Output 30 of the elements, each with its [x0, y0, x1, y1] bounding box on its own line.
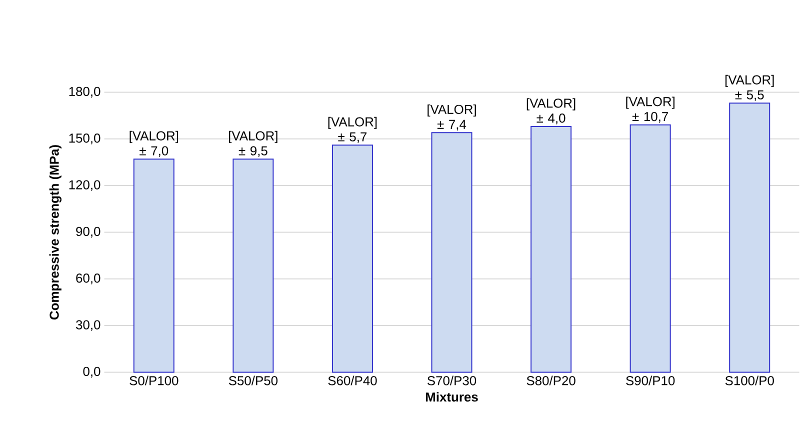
x-tick-label: S80/P20 — [526, 376, 576, 386]
y-tick-label: 180,0 — [69, 86, 100, 98]
y-tick-label: 120,0 — [69, 180, 100, 191]
annotation: [VALOR] ± 9,5 — [229, 130, 278, 157]
bar — [232, 158, 274, 373]
y-tick-label: 30,0 — [76, 320, 100, 331]
x-tick-label: S60/P40 — [328, 376, 377, 386]
y-tick-label: 0,0 — [83, 366, 100, 378]
bar — [530, 126, 572, 373]
x-tick-label: S100/P0 — [725, 376, 774, 386]
annotation: [VALOR] ± 10,7 — [626, 96, 674, 123]
bar — [729, 102, 770, 373]
x-tick-label: S50/P50 — [228, 376, 278, 386]
annotation: [VALOR] ± 5,7 — [328, 116, 377, 143]
y-axis-title: Compressive strength (MPa) — [49, 145, 62, 320]
x-tick-label: S70/P30 — [428, 376, 476, 386]
annotation: [VALOR] ± 5,5 — [725, 74, 774, 101]
annotation: [VALOR] ± 4,0 — [526, 98, 576, 124]
y-tick-label: 90,0 — [76, 226, 100, 238]
y-tick-label: 150,0 — [69, 134, 100, 144]
annotation: [VALOR] ± 7,4 — [428, 104, 476, 130]
bar — [431, 132, 472, 373]
y-tick-label: 60,0 — [76, 274, 100, 284]
bar — [332, 144, 373, 373]
bar — [133, 158, 174, 373]
x-tick-label: S90/P10 — [626, 376, 675, 386]
x-axis-title: Mixtures — [426, 392, 478, 402]
annotation: [VALOR] ± 7,0 — [130, 130, 178, 157]
x-tick-label: S0/P100 — [130, 376, 178, 386]
bar — [630, 124, 671, 373]
